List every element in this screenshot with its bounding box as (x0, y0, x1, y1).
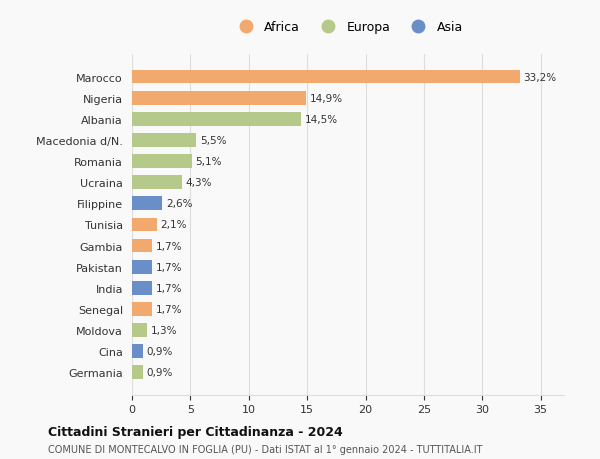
Text: 1,3%: 1,3% (151, 325, 177, 335)
Bar (132, 176, 182, 190)
Bar (132, 281, 152, 295)
Legend: Africa, Europa, Asia: Africa, Europa, Asia (229, 17, 467, 38)
Text: 5,5%: 5,5% (200, 135, 226, 146)
Bar (132, 92, 306, 105)
Text: 2,1%: 2,1% (160, 220, 187, 230)
Bar (132, 345, 143, 358)
Text: 5,1%: 5,1% (195, 157, 221, 167)
Bar (132, 197, 163, 211)
Text: 2,6%: 2,6% (166, 199, 193, 209)
Text: 1,7%: 1,7% (155, 283, 182, 293)
Text: 4,3%: 4,3% (186, 178, 212, 188)
Text: 14,9%: 14,9% (310, 94, 343, 103)
Bar (132, 218, 157, 232)
Text: 0,9%: 0,9% (146, 347, 172, 356)
Bar (132, 366, 143, 379)
Bar (132, 112, 301, 126)
Text: 1,7%: 1,7% (155, 262, 182, 272)
Text: Cittadini Stranieri per Cittadinanza - 2024: Cittadini Stranieri per Cittadinanza - 2… (48, 425, 343, 438)
Bar (132, 155, 191, 168)
Bar (132, 260, 152, 274)
Text: 14,5%: 14,5% (305, 115, 338, 124)
Bar (132, 302, 152, 316)
Text: 0,9%: 0,9% (146, 368, 172, 377)
Text: 1,7%: 1,7% (155, 241, 182, 251)
Bar (132, 134, 196, 147)
Text: COMUNE DI MONTECALVO IN FOGLIA (PU) - Dati ISTAT al 1° gennaio 2024 - TUTTITALIA: COMUNE DI MONTECALVO IN FOGLIA (PU) - Da… (48, 444, 482, 454)
Text: 1,7%: 1,7% (155, 304, 182, 314)
Text: 33,2%: 33,2% (523, 73, 556, 82)
Bar (132, 239, 152, 253)
Bar (132, 71, 520, 84)
Bar (132, 324, 147, 337)
